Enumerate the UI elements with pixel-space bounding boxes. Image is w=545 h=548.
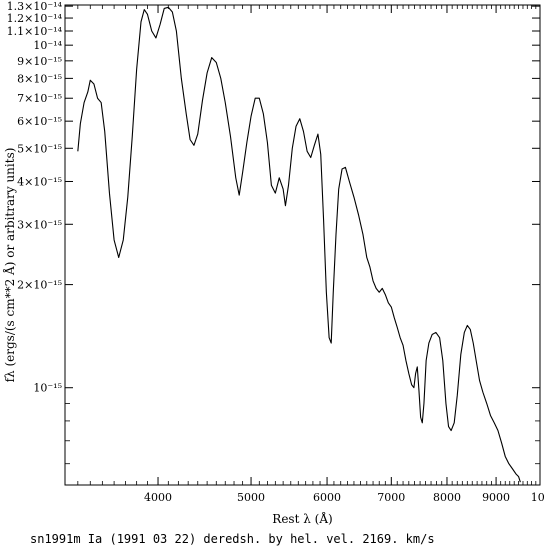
x-tick-label: 10⁴: [531, 491, 545, 504]
x-axis-ticks: 4000 5000 6000 7000 8000 9000 10⁴: [77, 5, 545, 504]
spectrum-line: [77, 6, 521, 483]
y-tick-label: 1.2×10⁻¹⁴: [7, 12, 63, 25]
y-tick-label: 6×10⁻¹⁵: [17, 115, 62, 128]
y-tick-label: 7×10⁻¹⁵: [17, 92, 62, 105]
x-tick-label: 7000: [377, 491, 405, 504]
y-tick-label: 4×10⁻¹⁵: [17, 175, 62, 188]
y-tick-label: 1.1×10⁻¹⁴: [7, 25, 63, 38]
y-axis-label: fλ (ergs/(s cm**2 Å) or arbitrary units): [2, 148, 17, 383]
x-tick-label: 4000: [144, 491, 172, 504]
y-tick-label: 10⁻¹⁴: [33, 39, 62, 52]
x-tick-label: 6000: [313, 491, 341, 504]
x-tick-label: 5000: [237, 491, 265, 504]
x-tick-label: 9000: [482, 491, 510, 504]
y-tick-label: 5×10⁻¹⁵: [17, 142, 62, 155]
y-tick-label: 3×10⁻¹⁵: [17, 218, 62, 231]
chart-caption: sn1991m Ia (1991 03 22) deredsh. by hel.…: [30, 532, 435, 546]
y-tick-label: 8×10⁻¹⁵: [17, 72, 62, 85]
series-layer: [77, 6, 521, 483]
y-tick-label: 9×10⁻¹⁵: [17, 55, 62, 68]
plot-border: [64, 4, 541, 486]
x-axis-label: Rest λ (Å): [272, 511, 332, 526]
y-tick-label: 1.3×10⁻¹⁴: [7, 0, 63, 13]
y-tick-label: 10⁻¹⁵: [33, 382, 62, 395]
plot-frame: [64, 4, 541, 486]
x-tick-label: 8000: [433, 491, 461, 504]
y-tick-label: 2×10⁻¹⁵: [17, 279, 62, 292]
